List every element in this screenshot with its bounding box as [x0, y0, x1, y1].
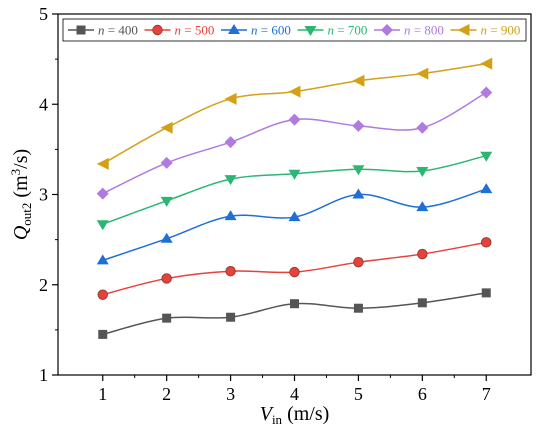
data-point: [96, 220, 109, 231]
data-point: [224, 210, 237, 221]
legend-item: n = 900: [450, 23, 521, 38]
y-tick-label: 4: [39, 94, 48, 114]
data-point: [480, 151, 493, 162]
data-point: [417, 248, 428, 260]
legend-label: n = 700: [328, 23, 368, 38]
x-tick-label: 7: [482, 384, 491, 404]
legend-box: [62, 18, 527, 42]
data-point: [96, 254, 109, 265]
data-point: [288, 85, 301, 98]
series-6: [96, 57, 493, 170]
legend-item: n = 400: [68, 23, 138, 38]
data-point: [160, 121, 173, 134]
data-point: [416, 121, 429, 134]
legend-marker: [381, 24, 393, 36]
x-axis-title: Vin (m/s): [260, 403, 330, 427]
data-point: [480, 86, 493, 99]
data-point: [480, 57, 493, 70]
data-point: [481, 237, 492, 248]
series-line: [102, 292, 487, 336]
legend-marker: [152, 24, 163, 36]
series-line: [102, 188, 487, 262]
x-tick-label: 4: [290, 384, 299, 404]
legend-marker: [76, 25, 86, 35]
data-point: [289, 266, 300, 278]
data-point: [161, 273, 172, 284]
legend-label: n = 400: [98, 23, 138, 38]
data-point: [288, 169, 301, 180]
legend-item: n = 800: [374, 23, 444, 38]
data-point: [225, 266, 236, 277]
y-tick-label: 5: [39, 4, 48, 24]
legend-label: n = 800: [404, 23, 444, 38]
data-point: [160, 156, 173, 169]
data-point: [416, 201, 429, 212]
legend-item: n = 700: [297, 23, 368, 38]
legend-marker: [304, 26, 317, 36]
series-1: [98, 288, 491, 339]
data-point: [224, 92, 237, 105]
y-axis-title: Qout2 (m3/s): [8, 149, 34, 240]
x-tick-label: 2: [162, 384, 171, 404]
data-point: [97, 289, 108, 300]
data-point: [288, 211, 301, 222]
legend-label: n = 600: [251, 23, 291, 38]
data-point: [352, 74, 365, 87]
data-point: [416, 67, 429, 80]
y-tick-label: 2: [39, 275, 48, 295]
legend-label: n = 900: [481, 23, 521, 38]
data-point: [290, 299, 299, 309]
x-tick-label: 1: [98, 384, 107, 404]
x-tick-label: 5: [354, 384, 363, 404]
data-point: [160, 232, 173, 243]
data-point: [353, 256, 364, 268]
series-2: [97, 237, 492, 300]
legend: n = 400 n = 500 n = 600 n = 700 n = 800 n = 9…: [62, 18, 527, 42]
data-point: [162, 313, 172, 323]
series-3: [96, 183, 493, 265]
data-point: [96, 157, 109, 170]
data-point: [224, 175, 237, 186]
data-point: [352, 119, 365, 132]
legend-item: n = 500: [144, 23, 215, 38]
x-tick-label: 3: [226, 384, 235, 404]
data-point: [480, 183, 493, 194]
y-tick-label: 1: [39, 365, 48, 385]
data-point: [98, 329, 108, 339]
data-point: [352, 165, 365, 176]
series-5: [96, 86, 493, 200]
data-point: [353, 303, 363, 313]
x-tick-label: 6: [418, 384, 427, 404]
data-point: [417, 298, 427, 308]
data-point: [352, 188, 365, 199]
data-point: [224, 136, 237, 149]
legend-marker: [457, 24, 470, 36]
y-axis-title-group: Qout2 (m3/s): [8, 149, 34, 240]
data-point: [96, 187, 109, 200]
legend-item: n = 600: [221, 23, 291, 38]
legend-label: n = 500: [175, 23, 215, 38]
data-point: [481, 288, 491, 298]
data-point: [416, 167, 429, 178]
data-point: [226, 312, 236, 322]
data-point: [160, 196, 173, 207]
legend-marker: [228, 24, 240, 34]
data-point: [288, 113, 301, 126]
series-4: [96, 151, 493, 231]
y-tick-label: 3: [39, 185, 48, 205]
